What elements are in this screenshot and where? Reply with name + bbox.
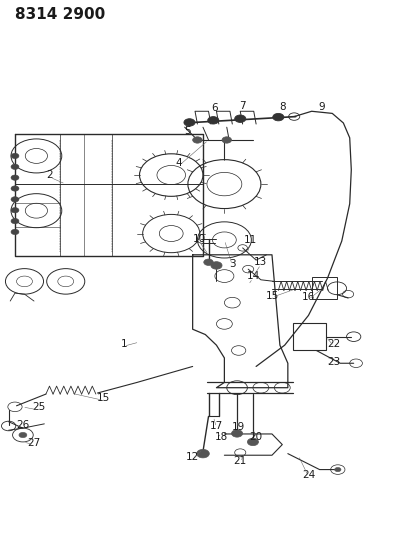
Text: 11: 11: [244, 235, 257, 245]
Text: 2: 2: [47, 170, 53, 180]
Text: 14: 14: [246, 271, 259, 281]
Text: 9: 9: [319, 102, 325, 112]
Text: 3: 3: [229, 259, 236, 269]
Circle shape: [11, 186, 19, 191]
Text: 7: 7: [239, 101, 246, 111]
Circle shape: [204, 259, 213, 265]
Text: 16: 16: [302, 292, 315, 302]
Circle shape: [19, 432, 27, 438]
Circle shape: [273, 114, 284, 121]
Text: 13: 13: [254, 257, 267, 267]
Text: 27: 27: [27, 438, 41, 448]
Text: 20: 20: [250, 432, 263, 442]
Circle shape: [11, 197, 19, 202]
Circle shape: [193, 137, 202, 143]
Text: 26: 26: [16, 420, 29, 430]
Text: 24: 24: [302, 470, 315, 480]
Circle shape: [211, 262, 222, 269]
Text: 19: 19: [232, 422, 245, 432]
Text: 25: 25: [32, 402, 45, 413]
Circle shape: [11, 154, 19, 159]
Text: 15: 15: [265, 290, 279, 301]
Circle shape: [11, 207, 19, 213]
Circle shape: [11, 219, 19, 224]
Circle shape: [197, 449, 209, 458]
Circle shape: [335, 467, 341, 472]
Text: 8: 8: [279, 102, 286, 112]
Circle shape: [208, 117, 219, 124]
Circle shape: [11, 229, 19, 235]
Text: 12: 12: [186, 452, 199, 462]
Circle shape: [222, 137, 232, 143]
Text: 15: 15: [97, 393, 110, 403]
Circle shape: [11, 175, 19, 180]
Circle shape: [248, 438, 258, 446]
Text: 23: 23: [327, 357, 340, 367]
Text: 4: 4: [176, 158, 182, 168]
Circle shape: [11, 164, 19, 169]
Text: 18: 18: [215, 432, 228, 442]
Text: 6: 6: [212, 103, 218, 113]
Text: 5: 5: [184, 126, 190, 136]
Bar: [293, 323, 326, 351]
Circle shape: [232, 430, 243, 437]
Text: 22: 22: [327, 338, 340, 349]
Text: 17: 17: [210, 421, 223, 431]
Text: 8314 2900: 8314 2900: [15, 7, 105, 22]
Bar: [312, 277, 337, 300]
Circle shape: [184, 119, 195, 126]
Text: 1: 1: [120, 338, 127, 349]
Text: 10: 10: [193, 234, 205, 244]
Text: 21: 21: [234, 456, 247, 465]
Circle shape: [235, 115, 246, 123]
